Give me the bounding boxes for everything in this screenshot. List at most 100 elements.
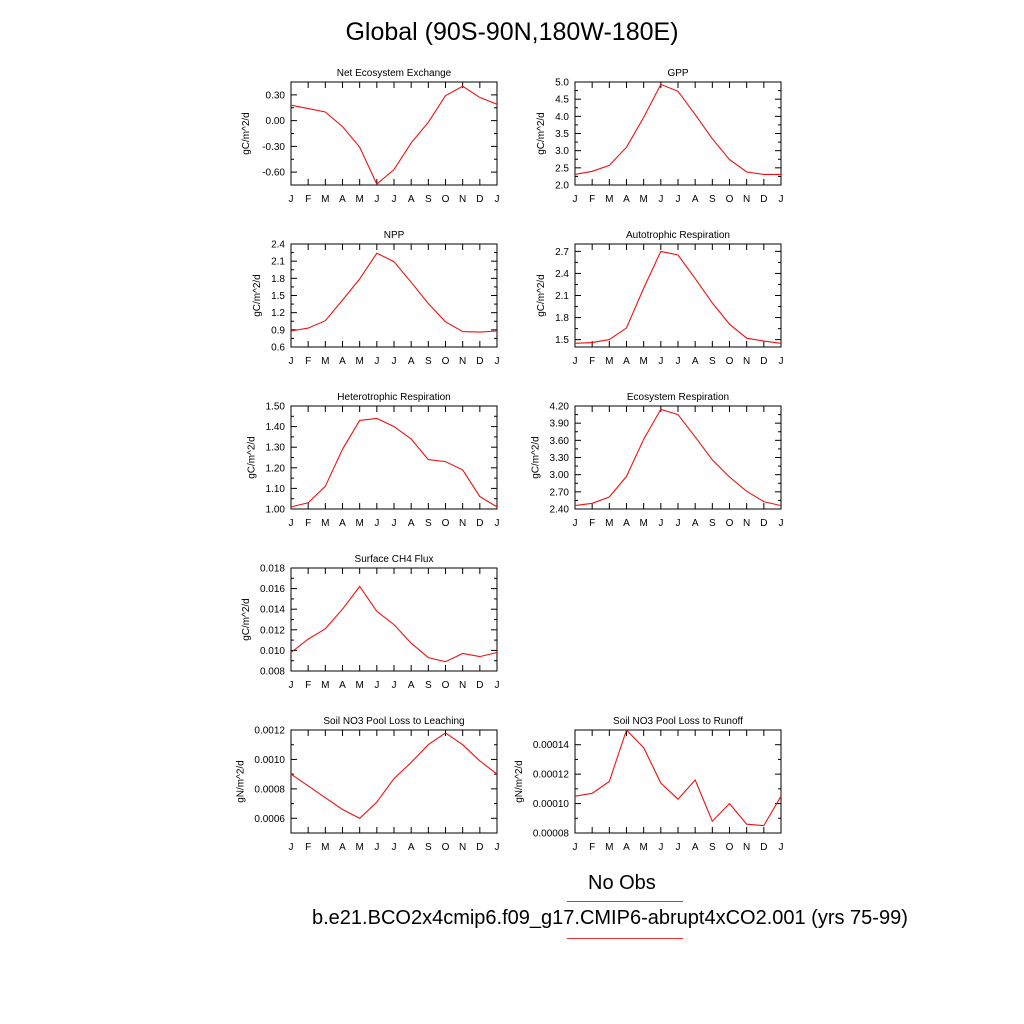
- x-tick-label: J: [779, 518, 784, 529]
- x-tick-label: O: [442, 356, 450, 367]
- x-tick-label: J: [676, 194, 681, 205]
- x-tick-label: J: [289, 518, 294, 529]
- x-tick-label: J: [374, 518, 379, 529]
- x-tick-label: J: [374, 356, 379, 367]
- x-tick-label: A: [692, 842, 699, 853]
- x-tick-label: D: [476, 518, 483, 529]
- x-tick-label: O: [442, 518, 450, 529]
- x-tick-label: A: [408, 194, 415, 205]
- x-tick-label: J: [392, 356, 397, 367]
- x-tick-label: A: [339, 842, 346, 853]
- panel-title: Autotrophic Respiration: [626, 230, 730, 241]
- x-tick-label: N: [743, 356, 750, 367]
- y-tick-label: 0.012: [260, 625, 285, 636]
- y-tick-label: 2.1: [271, 257, 285, 268]
- x-tick-label: S: [425, 194, 432, 205]
- y-axis-label: gC/m^2/d: [247, 436, 258, 479]
- x-tick-label: A: [623, 194, 630, 205]
- x-tick-label: J: [495, 356, 500, 367]
- x-tick-label: O: [726, 842, 734, 853]
- y-tick-label: 0.0012: [254, 726, 285, 737]
- y-tick-label: 1.50: [266, 402, 286, 413]
- y-tick-label: 0.008: [260, 667, 285, 678]
- x-tick-label: M: [605, 194, 613, 205]
- chart-panel-2: J F M A M J J A S O N D J2.42.11.81.51.20.90.6NPPgC/…: [252, 230, 499, 367]
- y-tick-label: 3.90: [550, 419, 570, 430]
- y-tick-label: 0.0006: [254, 814, 285, 825]
- series-line: [290, 85, 498, 185]
- legend-label-no-obs: No Obs: [588, 872, 656, 894]
- chart-panel-4: J F M A M J J A S O N D J1.501.401.301.201.101.00Het…: [247, 392, 500, 529]
- y-tick-label: 4.5: [555, 95, 569, 106]
- y-tick-label: 0.0010: [254, 755, 285, 766]
- y-tick-label: 4.0: [555, 112, 569, 123]
- x-tick-label: F: [589, 356, 595, 367]
- x-tick-label: O: [726, 518, 734, 529]
- x-tick-label: A: [692, 194, 699, 205]
- y-tick-label: 4.20: [550, 402, 570, 413]
- y-tick-label: 0.6: [271, 343, 285, 354]
- x-tick-label: D: [760, 518, 767, 529]
- x-tick-label: F: [589, 194, 595, 205]
- x-tick-label: J: [392, 518, 397, 529]
- x-tick-label: O: [726, 194, 734, 205]
- chart-panel-8: J F M A M J J A S O N D J0.000140.000120.000100.0000…: [514, 716, 784, 853]
- x-tick-label: J: [495, 518, 500, 529]
- y-tick-label: 2.5: [555, 163, 569, 174]
- plot-frame: [574, 81, 782, 186]
- x-tick-label: M: [639, 356, 647, 367]
- x-tick-label: N: [459, 680, 466, 691]
- y-tick-label: 2.40: [550, 505, 570, 516]
- plot-frame: [290, 405, 498, 510]
- x-tick-label: O: [442, 194, 450, 205]
- x-tick-label: O: [442, 680, 450, 691]
- y-axis-label: gN/m^2/d: [514, 760, 525, 803]
- y-tick-label: 2.0: [555, 181, 569, 192]
- y-tick-label: 0.014: [260, 605, 285, 616]
- series-line: [574, 83, 781, 175]
- x-tick-label: D: [476, 842, 483, 853]
- y-tick-label: 1.30: [266, 443, 286, 454]
- y-tick-label: 3.60: [550, 436, 570, 447]
- x-tick-label: M: [639, 842, 647, 853]
- x-tick-label: M: [355, 356, 363, 367]
- y-axis-label: gC/m^2/d: [241, 598, 252, 641]
- x-tick-label: A: [408, 356, 415, 367]
- x-tick-label: S: [425, 356, 432, 367]
- plot-frame: [574, 729, 782, 834]
- x-tick-label: J: [392, 194, 397, 205]
- x-tick-label: A: [339, 680, 346, 691]
- x-tick-label: A: [339, 194, 346, 205]
- y-tick-label: 0.30: [266, 90, 286, 101]
- y-axis-label: gC/m^2/d: [252, 274, 263, 317]
- panel-title: Heterotrophic Respiration: [337, 392, 450, 403]
- x-tick-label: M: [321, 194, 329, 205]
- panel-title: Soil NO3 Pool Loss to Leaching: [323, 716, 464, 727]
- series-line: [574, 408, 782, 507]
- y-tick-label: 2.4: [271, 240, 285, 251]
- chart-panel-3: J F M A M J J A S O N D J2.72.42.11.81.5Autotrophic …: [536, 230, 783, 367]
- x-tick-label: D: [476, 356, 483, 367]
- y-tick-label: 0.0008: [254, 784, 285, 795]
- y-tick-label: 1.10: [266, 484, 286, 495]
- panel-title: Net Ecosystem Exchange: [337, 68, 452, 79]
- series-line: [290, 252, 498, 333]
- x-tick-label: A: [339, 356, 346, 367]
- y-axis-label: gC/m^2/d: [531, 436, 542, 479]
- chart-panel-7: J F M A M J J A S O N D J0.00120.00100.00080.0006Soi…: [235, 716, 499, 853]
- x-tick-label: J: [658, 356, 663, 367]
- x-tick-label: S: [709, 194, 716, 205]
- x-tick-label: J: [573, 842, 578, 853]
- x-tick-label: N: [743, 518, 750, 529]
- y-tick-label: 1.8: [271, 274, 285, 285]
- chart-panel-5: J F M A M J J A S O N D J4.203.903.603.303.002.702.4…: [531, 392, 784, 529]
- series-line: [290, 732, 498, 819]
- y-tick-label: -0.60: [262, 168, 285, 179]
- x-tick-label: N: [459, 194, 466, 205]
- x-tick-label: D: [760, 356, 767, 367]
- x-tick-label: A: [623, 518, 630, 529]
- y-tick-label: 2.70: [550, 487, 570, 498]
- plot-frame: [290, 729, 498, 834]
- x-tick-label: J: [676, 842, 681, 853]
